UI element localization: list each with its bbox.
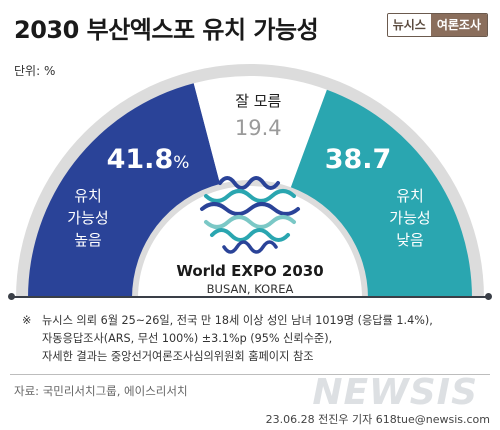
slice-label: 잘 모름 <box>235 92 281 110</box>
chart-slice <box>193 76 327 188</box>
slice-label: 가능성 <box>67 209 108 227</box>
brand-badge: 뉴시스 여론조사 <box>386 13 488 37</box>
logo-wave <box>204 215 296 229</box>
slice-label: 유치 <box>396 187 424 205</box>
slice-label: 가능성 <box>389 209 430 227</box>
note-line: 자세한 결과는 중앙선거여론조사심의위원회 홈페이지 참조 <box>42 350 314 363</box>
chart-slices <box>28 76 472 298</box>
chart-slice <box>28 83 221 298</box>
logo-wave <box>218 176 280 190</box>
note-line: 뉴시스 의뢰 6월 25~26일, 전국 만 18세 이상 성인 남녀 1019… <box>42 314 433 327</box>
note-mark: ※ <box>22 314 32 327</box>
chart-slice <box>290 89 472 298</box>
survey-notes: ※ 뉴시스 의뢰 6월 25~26일, 전국 만 18세 이상 성인 남녀 10… <box>22 312 433 366</box>
logo-wave <box>210 228 290 242</box>
divider-dot-right <box>485 293 492 300</box>
watermark-logo: NEWSIS <box>312 372 478 413</box>
divider-dot-left <box>8 293 15 300</box>
slice-value: 19.4 <box>235 116 282 140</box>
logo-wave <box>204 189 296 203</box>
logo-wave <box>222 240 278 254</box>
section-divider <box>10 296 490 298</box>
brand-section: 여론조사 <box>430 14 487 36</box>
unit-label: 단위: % <box>14 64 56 78</box>
logo-subtitle: BUSAN, KOREA <box>207 282 294 296</box>
slice-label: 낮음 <box>396 231 424 249</box>
page-title: 2030 부산엑스포 유치 가능성 <box>14 16 319 44</box>
footer-divider <box>10 374 490 375</box>
slice-label: 높음 <box>74 231 102 249</box>
logo-waves <box>200 176 300 254</box>
slice-label: 유치 <box>74 187 102 205</box>
author-credit: 23.06.28 전진우 기자 618tue@newsis.com <box>265 413 490 426</box>
slice-value-suffix: % <box>173 153 189 173</box>
expo-logo: World EXPO 2030 BUSAN, KOREA <box>176 176 324 296</box>
brand-name: 뉴시스 <box>387 14 431 36</box>
logo-title: World EXPO 2030 <box>176 262 323 280</box>
source-label: 자료: 국민리서치그룹, 에이스리서치 <box>14 384 188 398</box>
note-line: 자동응답조사(ARS, 무선 100%) ±3.1%p (95% 신뢰수준), <box>42 332 333 345</box>
slice-value: 38.7 <box>325 144 392 175</box>
logo-wave <box>200 202 300 216</box>
